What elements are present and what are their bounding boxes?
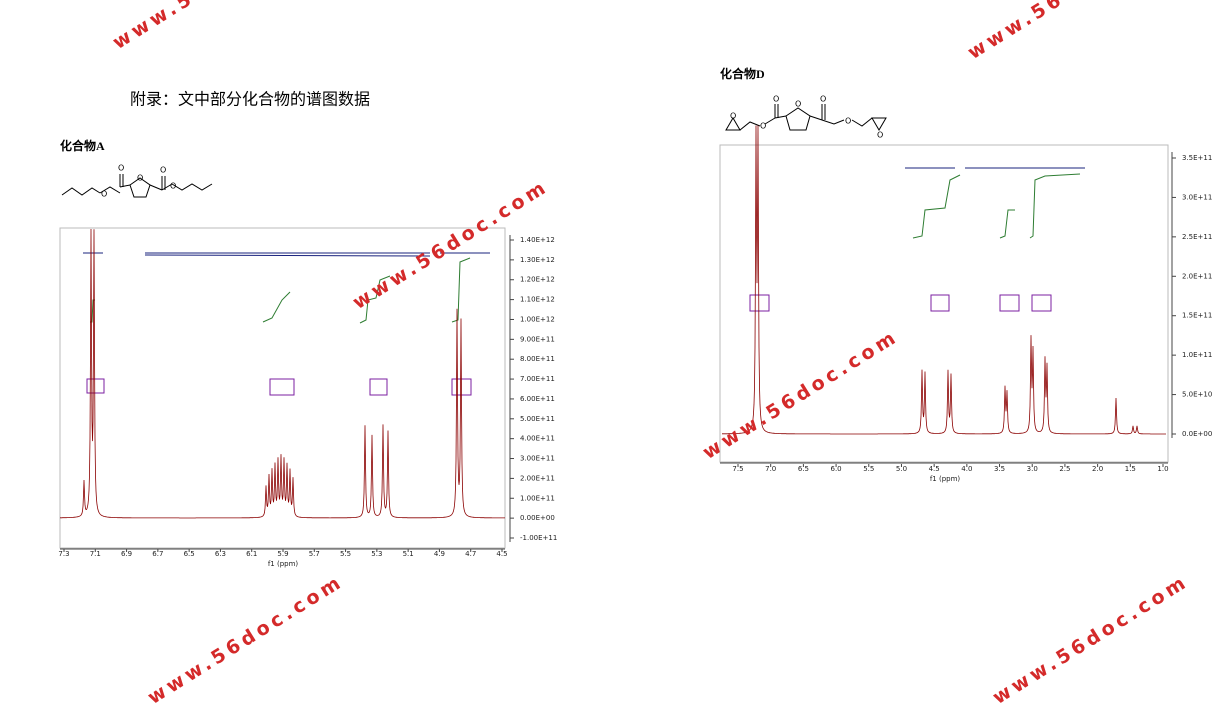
spectrum-frame bbox=[719, 144, 1169, 463]
y-tick-label: 5.0E+10 bbox=[1182, 391, 1212, 399]
y-tick-label: 1.00E+11 bbox=[520, 494, 555, 502]
x-tick-label: 7.3 bbox=[58, 550, 69, 558]
spectrum-trace bbox=[60, 228, 505, 519]
svg-text:O: O bbox=[877, 131, 883, 140]
x-tick-label: 2.5 bbox=[1059, 465, 1070, 473]
watermark: www.56doc.com bbox=[349, 175, 553, 314]
svg-text:O: O bbox=[845, 117, 851, 126]
x-tick-label: 7.1 bbox=[90, 550, 101, 558]
y-tick-label: 8.00E+11 bbox=[520, 355, 555, 363]
x-tick-label: 5.3 bbox=[371, 550, 382, 558]
structure-d bbox=[725, 104, 887, 131]
x-tick-label: 6.0 bbox=[831, 465, 842, 473]
svg-text:O: O bbox=[773, 95, 779, 104]
watermark: www.56doc.com bbox=[989, 570, 1193, 705]
y-tick-label: 1.0E+11 bbox=[1182, 351, 1212, 359]
x-tick-label: 4.7 bbox=[465, 550, 476, 558]
svg-text:O: O bbox=[118, 164, 124, 173]
y-tick-label: 3.00E+11 bbox=[520, 455, 555, 463]
x-tick-label: 5.5 bbox=[340, 550, 351, 558]
x-tick-label: 4.5 bbox=[496, 550, 507, 558]
peak-label-lines bbox=[83, 167, 1085, 257]
y-tick-label: 0.0E+00 bbox=[1182, 430, 1212, 438]
x-tick-label: 1.0 bbox=[1157, 465, 1168, 473]
x-tick-label: 5.1 bbox=[403, 550, 414, 558]
x-tick-label: 1.5 bbox=[1125, 465, 1136, 473]
y-tick-label: 1.10E+12 bbox=[520, 296, 555, 304]
structure-a-atoms: OOO OO bbox=[101, 164, 176, 199]
x-tick-label: 6.1 bbox=[246, 550, 257, 558]
y-tick-label: 9.00E+11 bbox=[520, 335, 555, 343]
y-tick-label: 0.00E+00 bbox=[520, 514, 555, 522]
x-tick-label: 2.0 bbox=[1092, 465, 1103, 473]
y-tick-label: 1.5E+11 bbox=[1182, 312, 1212, 320]
spectrum-frame bbox=[59, 227, 506, 549]
x-tick-label: 4.9 bbox=[434, 550, 445, 558]
x-tick-label: 5.7 bbox=[309, 550, 320, 558]
y-tick-label: 2.0E+11 bbox=[1182, 272, 1212, 280]
x-tick-label: 3.5 bbox=[994, 465, 1005, 473]
watermark: www.56doc.com bbox=[964, 0, 1168, 64]
y-tick-label: 6.00E+11 bbox=[520, 395, 555, 403]
svg-text:O: O bbox=[170, 182, 176, 191]
integral-labels bbox=[86, 294, 1052, 396]
x-axis-label: f1 (ppm) bbox=[930, 475, 961, 483]
x-tick-label: 6.3 bbox=[215, 550, 226, 558]
svg-text:O: O bbox=[101, 190, 107, 199]
svg-text:O: O bbox=[760, 122, 766, 131]
compound-label: 化合物D bbox=[720, 66, 765, 81]
spectra bbox=[60, 125, 1166, 519]
y-tick-label: 7.00E+11 bbox=[520, 375, 555, 383]
svg-text:O: O bbox=[160, 166, 166, 175]
svg-text:O: O bbox=[820, 95, 826, 104]
y-tick-label: 1.20E+12 bbox=[520, 276, 555, 284]
x-tick-label: 7.0 bbox=[765, 465, 776, 473]
x-tick-label: 5.0 bbox=[896, 465, 907, 473]
x-tick-label: 4.0 bbox=[961, 465, 972, 473]
watermark: www.56doc.com bbox=[699, 325, 903, 464]
y-tick-label: 5.00E+11 bbox=[520, 415, 555, 423]
x-tick-label: 6.5 bbox=[798, 465, 809, 473]
page-title: 附录：文中部分化合物的谱图数据 bbox=[130, 91, 370, 109]
x-tick-label: 5.9 bbox=[277, 550, 288, 558]
x-tick-label: 3.0 bbox=[1027, 465, 1038, 473]
y-tick-label: 3.5E+11 bbox=[1182, 154, 1212, 162]
y-tick-label: 1.30E+12 bbox=[520, 256, 555, 264]
y-tick-label: 1.00E+12 bbox=[520, 315, 555, 323]
watermark: www.56doc.com bbox=[109, 0, 313, 54]
integral-curves bbox=[90, 173, 1081, 324]
y-tick-label: -1.00E+11 bbox=[520, 534, 557, 542]
compound-label: 化合物A bbox=[60, 138, 105, 153]
x-tick-label: 5.5 bbox=[863, 465, 874, 473]
spectrum-trace bbox=[722, 125, 1166, 435]
y-tick-label: 3.0E+11 bbox=[1182, 193, 1212, 201]
svg-text:O: O bbox=[795, 100, 801, 109]
watermark: www.56doc.com bbox=[144, 570, 348, 705]
x-tick-label: 6.5 bbox=[184, 550, 195, 558]
x-tick-label: 4.5 bbox=[929, 465, 940, 473]
x-tick-label: 7.5 bbox=[732, 465, 743, 473]
y-tick-label: 2.00E+11 bbox=[520, 474, 555, 482]
x-axis-label: f1 (ppm) bbox=[268, 560, 299, 568]
svg-text:O: O bbox=[137, 174, 143, 183]
svg-text:O: O bbox=[730, 112, 736, 121]
structure-a bbox=[61, 174, 213, 198]
x-tick-label: 6.9 bbox=[121, 550, 132, 558]
structure-d-atoms: O O O O O O O bbox=[730, 95, 883, 140]
y-tick-label: 2.5E+11 bbox=[1182, 233, 1212, 241]
y-tick-label: 4.00E+11 bbox=[520, 435, 555, 443]
x-tick-label: 6.7 bbox=[152, 550, 163, 558]
y-tick-label: 1.40E+12 bbox=[520, 236, 555, 244]
